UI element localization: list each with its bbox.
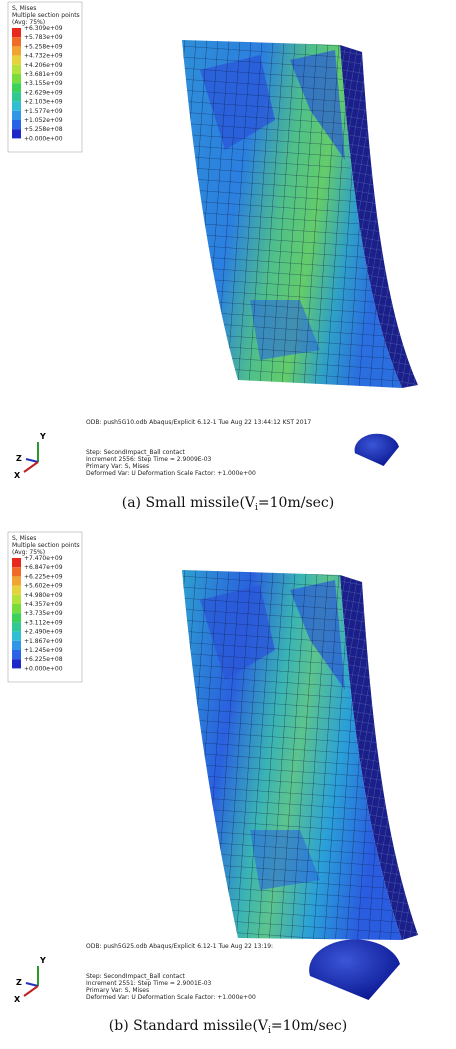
triad-x: X [14,471,21,480]
info-primary: Primary Var: S, Mises [86,463,149,470]
legend-label: +1.052e+09 [24,117,63,124]
legend-avg: (Avg: 75%) [12,19,45,26]
caption-label: (a) Small missile(V [122,495,256,511]
legend-label: +3.112e+09 [24,619,63,626]
caption: (b) Standard missile(Vi=10m/sec) [109,1018,347,1036]
legend-label: +4.732e+09 [24,53,63,60]
legend-swatch [12,74,21,84]
legend-label: +2.103e+09 [24,99,63,106]
legend-swatch [12,55,21,65]
legend-swatch [12,28,21,38]
caption-label: (b) Standard missile(V [109,1018,269,1034]
plate-side-mesh [340,45,418,388]
legend-swatch [12,558,21,568]
legend-swatch [12,631,21,641]
legend-label: +4.980e+09 [24,592,63,599]
info-increment: Increment 2556: Step Time = 2.9009E-03 [86,456,212,463]
legend-swatch [12,64,21,74]
caption-rest: =10m/sec) [258,495,334,511]
legend-swatch [12,92,21,102]
info-deformed: Deformed Var: U Deformation Scale Factor… [86,994,256,1001]
axis-x [23,985,39,997]
legend-swatch [12,659,21,669]
legend-label: +1.245e+09 [24,647,63,654]
legend-swatch [12,622,21,632]
legend-label: +0.000e+00 [24,135,63,142]
legend-label: +1.577e+09 [24,108,63,115]
plate-mesh [182,570,402,940]
legend-label: +2.629e+09 [24,89,63,96]
info-increment: Increment 2551: Step Time = 2.9001E-03 [86,980,212,987]
caption-sub: i [268,1026,271,1036]
legend-swatch [12,37,21,47]
legend-label: +3.681e+09 [24,71,63,78]
legend-label: +3.155e+09 [24,80,63,87]
axis-z [25,458,39,463]
legend-swatch [12,585,21,595]
axis-x [23,461,39,473]
legend-swatch [12,120,21,130]
triad-x: X [14,995,21,1004]
missile [309,939,400,1000]
legend-label: +5.258e+08 [24,126,63,133]
legend-swatch [12,46,21,56]
legend-avg: (Avg: 75%) [12,549,45,556]
triad-y: Y [39,432,46,441]
legend-swatch [12,83,21,93]
caption: (a) Small missile(Vi=10m/sec) [122,495,334,513]
info-step: Step: SecondImpact_Ball contact [86,449,186,456]
triad-z: Z [16,978,22,987]
legend-label: +6.225e+08 [24,656,63,663]
legend-label: +4.357e+09 [24,601,63,608]
legend-swatch [12,604,21,614]
plate-side-mesh [340,575,418,940]
legend-swatch [12,650,21,660]
legend-swatch [12,640,21,650]
legend-label: +1.867e+09 [24,638,63,645]
info-step: Step: SecondImpact_Ball contact [86,973,186,980]
info-primary: Primary Var: S, Mises [86,987,149,994]
legend-label: +5.783e+09 [24,34,63,41]
triad-y: Y [39,956,46,965]
legend-label: +6.225e+09 [24,573,63,580]
caption-rest: =10m/sec) [271,1018,347,1034]
legend-label: +7.470e+09 [24,555,63,562]
info-deformed: Deformed Var: U Deformation Scale Factor… [86,470,256,477]
legend-swatch [12,594,21,604]
legend-title: S, Mises [12,5,36,12]
legend-title: S, Mises [12,535,36,542]
legend-label: +3.735e+09 [24,610,63,617]
info-odb: ODB: push5G10.odb Abaqus/Explicit 6.12-1… [86,419,311,426]
legend-swatch [12,613,21,623]
legend-swatch [12,129,21,139]
triad-z: Z [16,454,22,463]
legend-label: +4.206e+09 [24,62,63,69]
legend-swatch [12,576,21,586]
plate-mesh [182,40,402,388]
legend-label: +2.490e+09 [24,629,63,636]
legend-label: +5.258e+09 [24,43,63,50]
legend-subtitle: Multiple section points [12,12,80,19]
legend-label: +0.000e+00 [24,665,63,672]
caption-sub: i [255,503,258,513]
legend-swatch [12,101,21,111]
missile [354,433,399,466]
info-odb: ODB: push5G25.odb Abaqus/Explicit 6.12-1… [86,943,273,950]
legend-swatch [12,567,21,577]
axis-z [25,982,39,987]
legend-subtitle: Multiple section points [12,542,80,549]
legend-label: +6.309e+09 [24,25,63,32]
legend-label: +6.847e+09 [24,564,63,571]
legend-swatch [12,110,21,120]
legend-label: +5.602e+09 [24,583,63,590]
